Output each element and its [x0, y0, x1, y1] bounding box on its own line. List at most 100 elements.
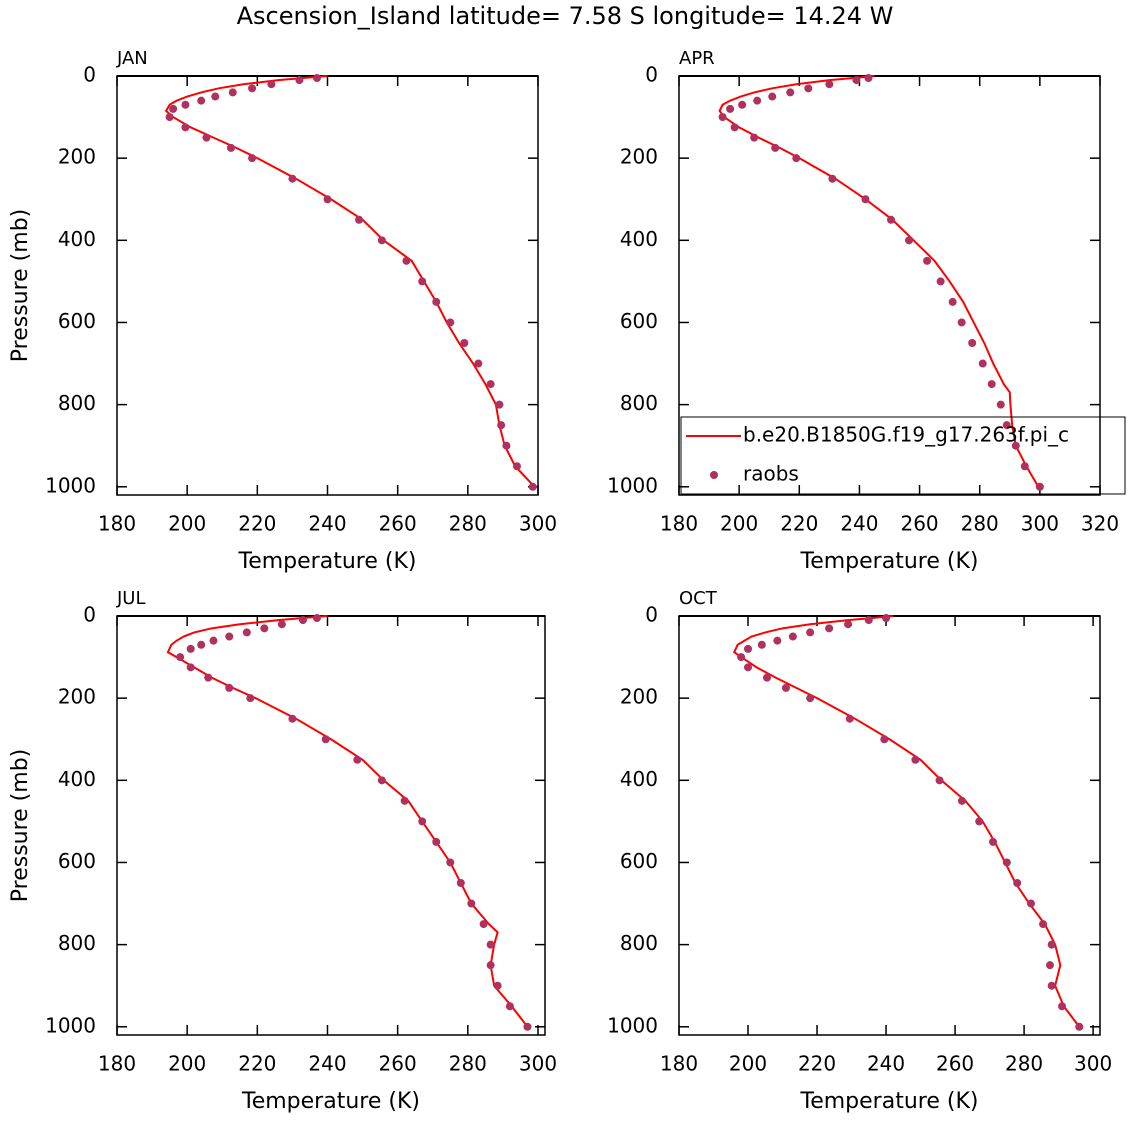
x-tick-label: 280 — [449, 1052, 487, 1076]
raob-point — [825, 624, 834, 633]
raob-point — [242, 628, 251, 637]
raob-point — [1020, 462, 1029, 471]
y-tick-label: 800 — [620, 391, 658, 415]
raob-point — [806, 694, 815, 703]
raob-point — [204, 673, 213, 682]
raob-point — [792, 154, 801, 163]
raob-point — [753, 96, 762, 105]
x-tick-label: 220 — [780, 512, 818, 536]
x-tick-label: 260 — [900, 512, 938, 536]
panel-title: JAN — [116, 48, 148, 69]
x-tick-label: 300 — [519, 512, 557, 536]
raob-point — [987, 380, 996, 389]
raob-point — [528, 482, 537, 491]
raob-point — [165, 113, 174, 122]
raob-point — [911, 755, 920, 764]
y-tick-label: 200 — [620, 145, 658, 169]
raob-point — [502, 441, 511, 450]
raob-point — [1011, 441, 1020, 450]
raob-point — [486, 380, 495, 389]
y-tick-label: 1000 — [607, 473, 658, 497]
legend-marker — [710, 471, 718, 479]
raob-point — [861, 195, 870, 204]
raob-point — [844, 620, 853, 629]
panel: OCT 180 200 220 240 260 280 300 0 200 400 600 800 100… — [607, 588, 1112, 1114]
raob-point — [948, 297, 957, 306]
y-axis-label: Pressure (mb) — [8, 209, 33, 363]
raob-point — [197, 96, 206, 105]
raob-point — [744, 644, 753, 653]
y-tick-label: 1000 — [45, 473, 96, 497]
raob-point — [788, 632, 797, 641]
raob-point — [446, 318, 455, 327]
raob-point — [762, 673, 771, 682]
raob-point — [771, 143, 780, 152]
raob-point — [1045, 961, 1054, 970]
x-tick-label: 200 — [729, 1052, 767, 1076]
raob-point — [227, 143, 236, 152]
y-tick-label: 400 — [620, 767, 658, 791]
raob-point — [750, 133, 759, 142]
raob-point — [202, 133, 211, 142]
raob-point — [246, 694, 255, 703]
raob-point — [512, 462, 521, 471]
y-tick-label: 200 — [58, 685, 96, 709]
raob-point — [726, 104, 735, 113]
raob-point — [880, 735, 889, 744]
raob-point — [989, 837, 998, 846]
raob-point — [1013, 879, 1022, 888]
raob-point — [768, 92, 777, 101]
legend-label: raobs — [743, 462, 799, 486]
raob-point — [312, 74, 321, 83]
x-tick-label: 200 — [168, 512, 206, 536]
panel: JAN 180 200 220 240 260 280 300 0 200 400 600 800 100… — [8, 48, 557, 574]
raob-point — [1075, 1022, 1084, 1031]
raob-point — [418, 277, 427, 286]
y-tick-label: 600 — [58, 309, 96, 333]
x-tick-label: 180 — [660, 1052, 698, 1076]
raob-point — [211, 92, 220, 101]
raob-point — [495, 400, 504, 409]
raob-point — [957, 318, 966, 327]
raob-point — [773, 636, 782, 645]
x-tick-label: 260 — [936, 1052, 974, 1076]
raob-point — [209, 636, 218, 645]
raob-point — [456, 879, 465, 888]
x-tick-label: 300 — [1021, 512, 1059, 536]
raob-point — [1026, 899, 1035, 908]
raob-point — [312, 614, 321, 623]
raob-point — [730, 123, 739, 132]
x-tick-label: 200 — [168, 1052, 206, 1076]
y-tick-label: 200 — [58, 145, 96, 169]
raob-point — [1039, 920, 1048, 929]
raob-point — [887, 215, 896, 224]
panel: APR 180 200 220 240 260 280 300 320 0 200 400 600 800… — [607, 48, 1126, 574]
raob-point — [864, 74, 873, 83]
raob-point — [1058, 1002, 1067, 1011]
x-tick-label: 240 — [308, 512, 346, 536]
raob-point — [474, 359, 483, 368]
y-tick-label: 600 — [620, 309, 658, 333]
y-tick-label: 200 — [620, 685, 658, 709]
raob-point — [497, 421, 506, 430]
y-tick-label: 0 — [645, 603, 658, 627]
raob-point — [467, 899, 476, 908]
x-tick-label: 300 — [1074, 1052, 1112, 1076]
model-line — [166, 615, 529, 1028]
raob-point — [377, 236, 386, 245]
x-tick-label: 320 — [1081, 512, 1119, 536]
raob-point — [968, 339, 977, 348]
raob-point — [737, 653, 746, 662]
raob-point — [825, 80, 834, 89]
x-tick-label: 280 — [961, 512, 999, 536]
raob-point — [744, 663, 753, 672]
panel: JUL 180 200 220 240 260 280 300 0 200 400 600 800 100… — [8, 588, 557, 1114]
x-tick-label: 300 — [519, 1052, 557, 1076]
y-tick-label: 600 — [58, 849, 96, 873]
y-tick-label: 0 — [645, 63, 658, 87]
y-tick-label: 600 — [620, 849, 658, 873]
x-tick-label: 280 — [1005, 1052, 1043, 1076]
raob-point — [1035, 482, 1044, 491]
raob-point — [353, 755, 362, 764]
model-line — [164, 75, 536, 488]
